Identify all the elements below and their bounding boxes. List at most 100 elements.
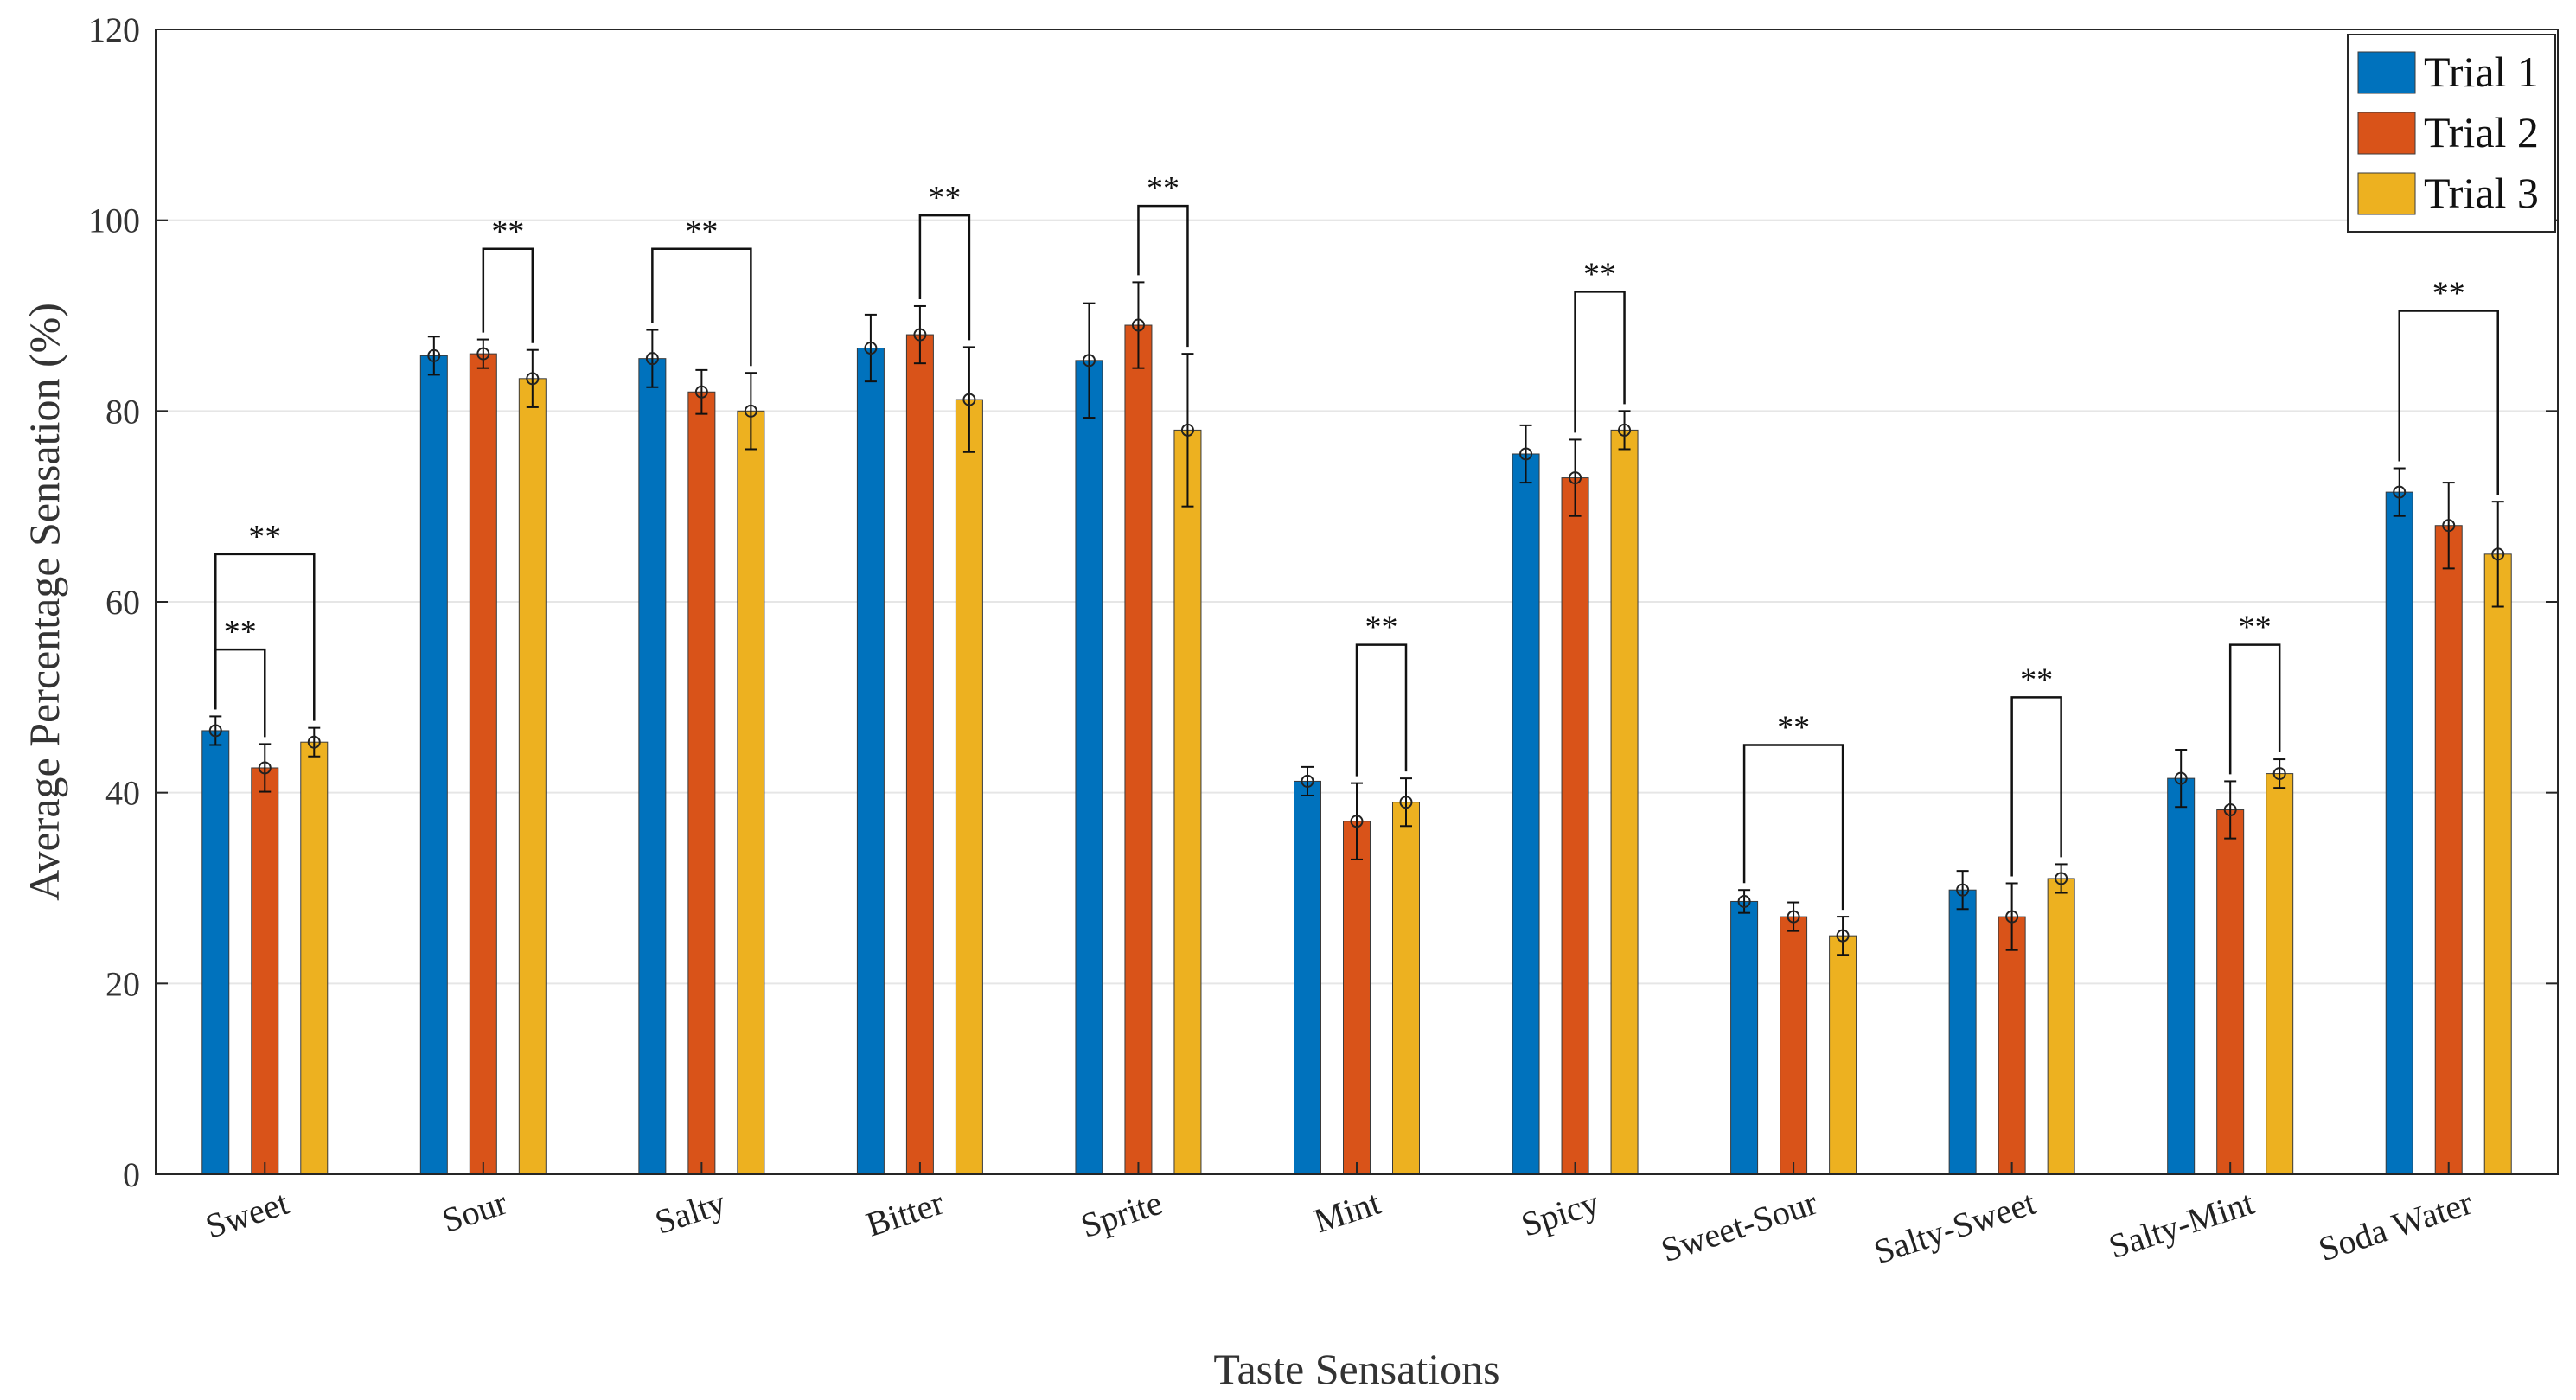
mean-marker [2223,803,2237,817]
y-tick-label: 80 [105,392,140,431]
mean-marker [427,348,441,362]
mean-marker [744,404,757,418]
bar-sour-trial-2 [469,353,497,1175]
significance-label: ** [2239,610,2272,646]
bar-soda-water-trial-3 [2483,553,2512,1175]
bracket-line [1137,204,1189,348]
x-tick-label: Soda Water [2314,1183,2477,1269]
significance-bracket: ** [482,214,534,343]
mean-marker [913,328,927,342]
x-axis-ticks: Sweet Sour Salty Bitter Sprite Mint Spicy Sweet… [201,1162,2477,1271]
legend-swatch-trial-3 [2357,172,2416,215]
significance-label: ** [2020,662,2053,698]
bar-salty-sweet-trial-1 [1948,889,1977,1175]
mean-marker [2272,767,2286,781]
mean-marker [1618,423,1632,437]
error-bars [208,281,2505,956]
mean-marker [962,393,976,406]
mean-marker [258,761,272,775]
gridlines [156,219,2558,985]
bracket-line [1574,291,1626,433]
mean-marker [2393,485,2407,499]
bar-salty-mint-trial-3 [2266,773,2294,1175]
bar-sour-trial-3 [518,378,547,1175]
significance-label: ** [1365,610,1398,646]
mean-marker [2005,910,2019,924]
mean-marker [307,735,321,749]
significance-label: ** [1583,256,1616,292]
legend-label: Trial 3 [2424,169,2539,217]
x-tick-label: Bitter [861,1183,949,1244]
y-tick-label: 0 [123,1155,140,1194]
mean-marker [694,385,708,399]
legend: Trial 1 Trial 2 Trial 3 [2347,34,2556,233]
significance-bracket: ** [1137,170,1189,348]
bar-bitter-trial-1 [856,348,885,1175]
mean-marker [1180,423,1194,437]
mean-marker [1836,929,1850,943]
y-tick-label: 20 [105,964,140,1003]
bar-sweet-trial-1 [201,730,230,1175]
significance-bracket: ** [2398,275,2499,495]
mean-marker [208,724,222,738]
mean-marker [1737,894,1751,908]
bar-sweet-sour-trial-1 [1730,900,1759,1175]
bracket-line [214,553,316,721]
mean-marker [1399,796,1413,809]
mean-marker [1131,318,1145,332]
significance-label: ** [491,214,524,250]
bracket-line [2398,310,2499,495]
significance-bracket: ** [1574,256,1626,433]
bar-mint-trial-1 [1294,780,1321,1175]
bracket-line [482,247,534,343]
significance-bracket: ** [651,214,752,367]
y-tick-label: 40 [105,774,140,813]
significance-label: ** [1777,710,1810,746]
significance-label: ** [685,214,718,250]
x-axis-title: Taste Sensations [1213,1345,1499,1393]
bracket-line [2010,696,2062,877]
significance-label: ** [248,519,281,555]
bar-bitter-trial-3 [955,399,983,1175]
significance-bracket: ** [2228,610,2281,775]
significance-bracket: ** [214,519,316,721]
x-tick-label: Sour [438,1183,512,1240]
bar-sprite-trial-2 [1124,324,1153,1175]
bar-sprite-trial-1 [1075,360,1103,1175]
bar-mint-trial-3 [1392,802,1420,1175]
mean-marker [1787,910,1800,924]
x-tick-label: Mint [1309,1183,1385,1241]
significance-bracket: ** [1742,710,1844,911]
bracket-line [2228,643,2281,775]
bar-sweet-trial-2 [251,767,279,1175]
mean-marker [1350,815,1364,828]
mean-marker [2055,872,2068,885]
bar-salty-trial-1 [638,358,667,1175]
x-tick-label: Salty-Mint [2104,1183,2259,1266]
mean-marker [1519,447,1533,461]
legend-label: Trial 2 [2424,108,2539,157]
bar-salty-mint-trial-1 [2167,777,2196,1175]
bar-salty-sweet-trial-2 [1998,916,2026,1175]
bar-sprite-trial-3 [1173,429,1202,1175]
significance-bracket: ** [918,180,971,341]
bar-sweet-sour-trial-3 [1829,935,1857,1175]
mean-marker [2442,519,2456,533]
mean-marker [476,347,490,361]
bar-spicy-trial-2 [1561,477,1589,1175]
bracket-line [651,247,752,367]
mean-marker [2174,771,2188,785]
mean-marker [1569,471,1582,485]
significance-label: ** [1147,170,1179,207]
significance-bracket: ** [2010,662,2062,877]
bracket-line [214,648,266,738]
y-axis-ticks: 0 20 40 60 80 100 120 [88,10,2558,1194]
bar-spicy-trial-1 [1512,453,1540,1175]
significance-label: ** [2432,275,2465,311]
y-tick-label: 120 [88,10,140,49]
x-tick-label: Salty [650,1183,730,1242]
bar-salty-mint-trial-2 [2216,809,2245,1175]
x-tick-label: Spicy [1517,1183,1604,1244]
bar-sweet-trial-3 [300,741,329,1175]
